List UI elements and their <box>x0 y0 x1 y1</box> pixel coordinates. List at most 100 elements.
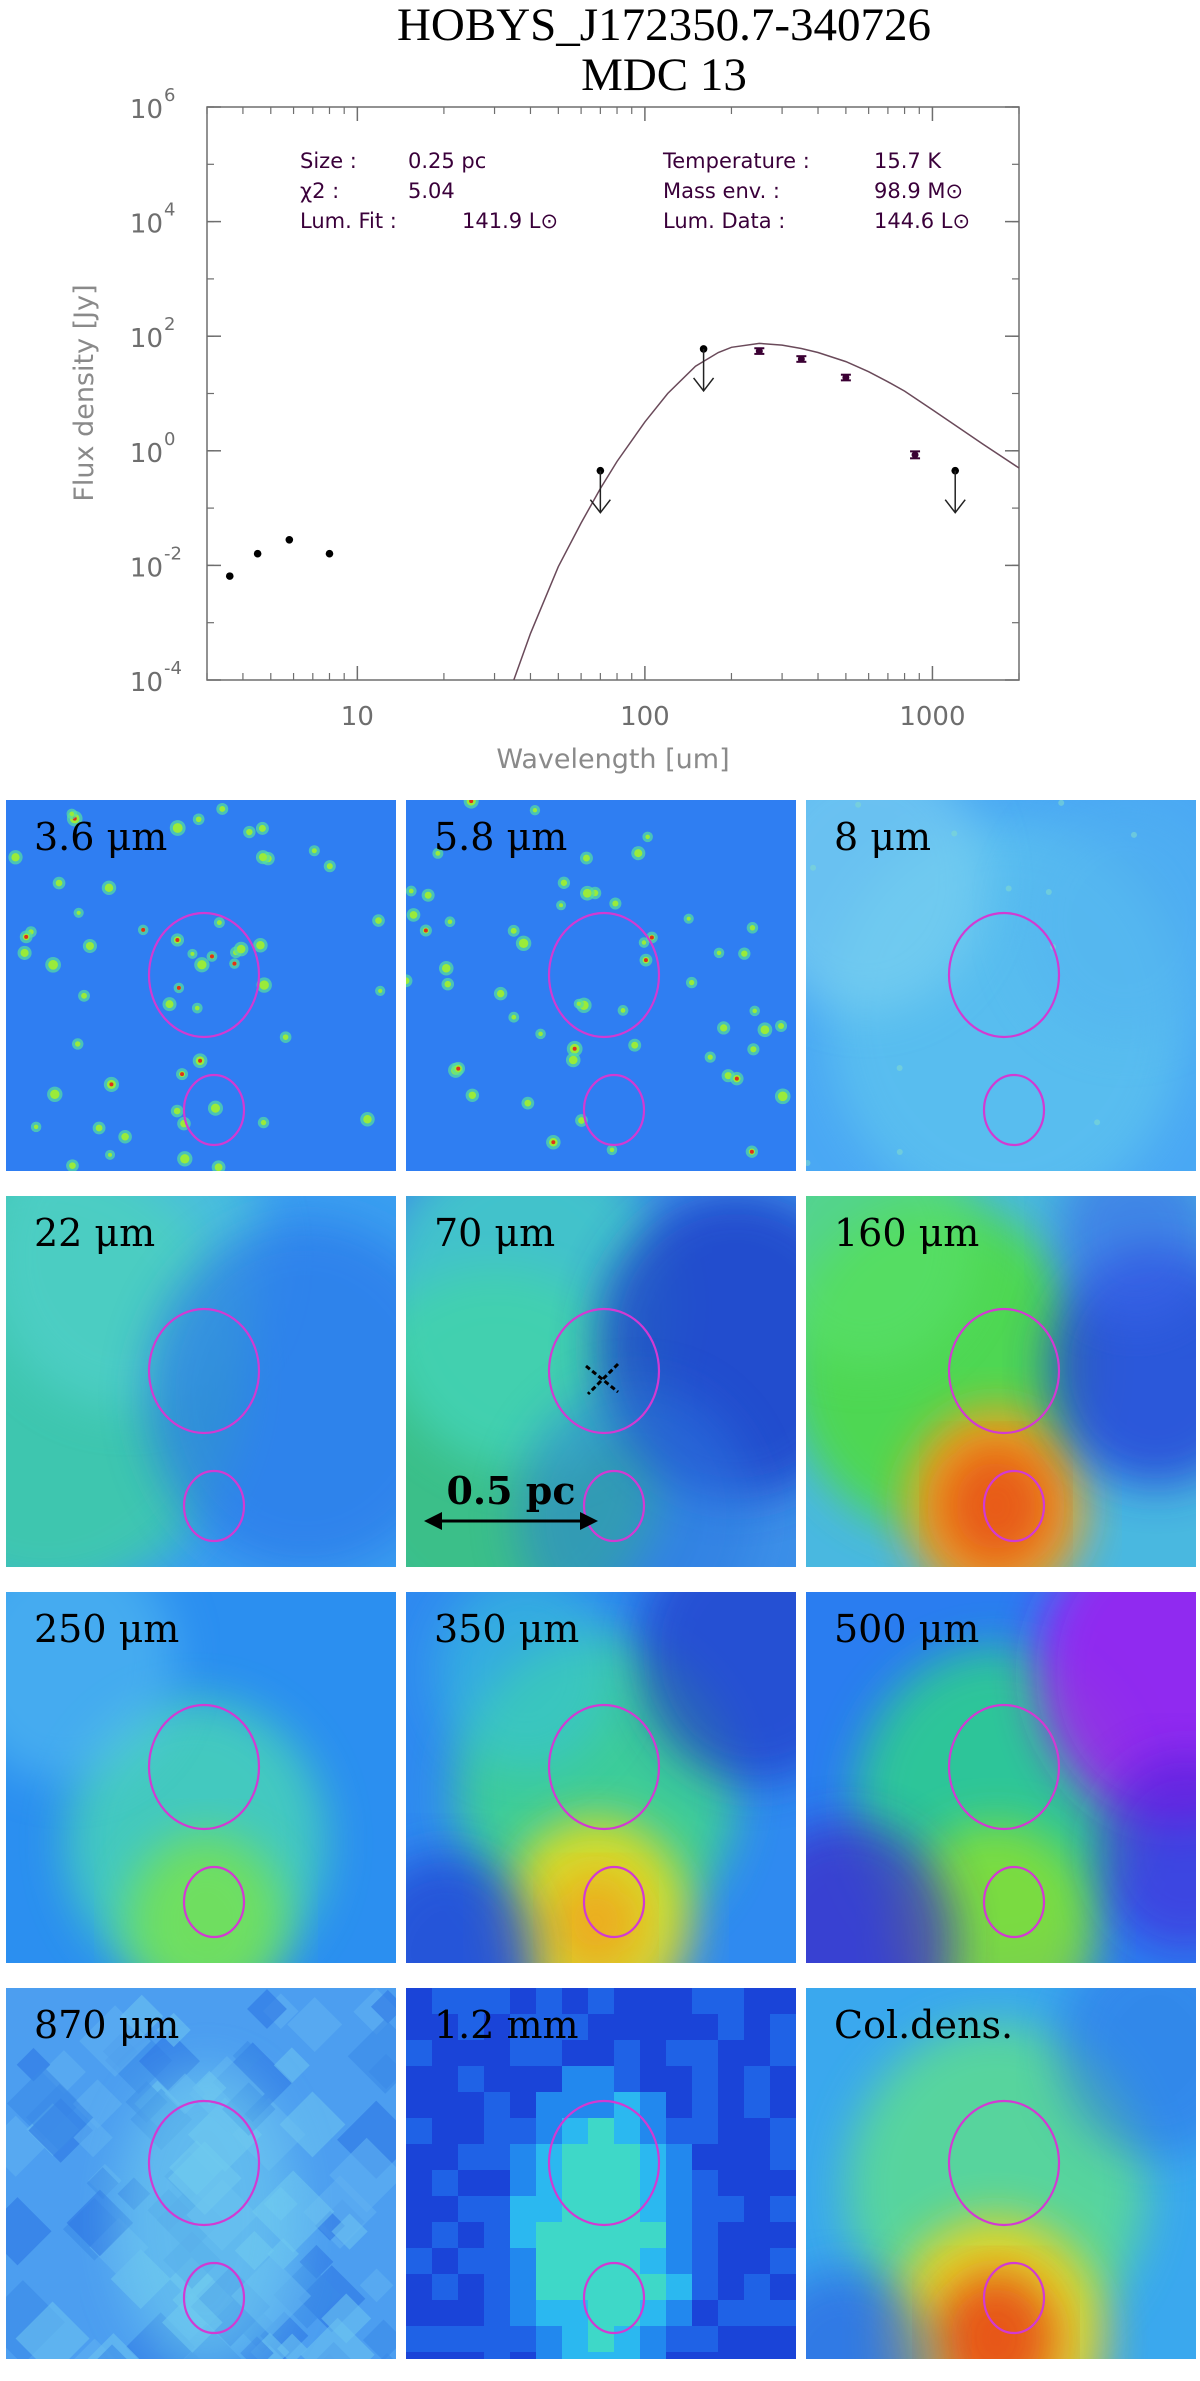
map-panel: 22 μm <box>6 1196 396 1567</box>
x-marker-icon <box>585 1362 620 1396</box>
y-tick-label: 10 -4 <box>130 658 182 698</box>
x-tick-label: 10 <box>341 702 374 732</box>
companion-ellipse <box>982 1865 1046 1939</box>
chart-title-line1: HOBYS_J172350.7-340726 <box>397 0 931 51</box>
map-panel: 500 μm <box>806 1592 1196 1963</box>
map-panel: Col.dens. <box>806 1988 1196 2359</box>
y-tick-label: 10 -2 <box>130 543 182 583</box>
info-right-label: Mass env. : <box>663 179 780 203</box>
info-right-label: Lum. Data : <box>663 209 785 233</box>
panel-label: 160 μm <box>834 1211 979 1255</box>
info-left-value: 0.25 pc <box>408 149 486 173</box>
source-ellipse <box>147 911 261 1039</box>
data-point <box>285 535 294 544</box>
source-ellipse <box>547 1703 661 1831</box>
source-ellipse <box>547 911 661 1039</box>
map-panel: 870 μm <box>6 1988 396 2359</box>
panel-label: 22 μm <box>34 1211 155 1255</box>
info-right-label: Temperature : <box>662 149 810 173</box>
x-tick-label: 100 <box>620 702 670 732</box>
map-panel: 3.6 μm <box>6 800 396 1171</box>
y-tick-label: 10 4 <box>130 200 176 240</box>
source-ellipse <box>147 1703 261 1831</box>
map-background <box>406 800 796 1171</box>
info-left-value: 5.04 <box>408 179 455 203</box>
y-tick-label: 10 6 <box>130 85 176 125</box>
info-right-value: 144.6 L⊙ <box>874 209 970 233</box>
panel-label: 250 μm <box>34 1607 179 1651</box>
info-left-label: Size : <box>300 149 357 173</box>
source-ellipse <box>547 2099 661 2227</box>
x-tick-label: 1000 <box>899 702 965 732</box>
info-right-value: 98.9 M⊙ <box>874 179 963 203</box>
source-ellipse <box>147 2099 261 2227</box>
y-tick-exponent: 0 <box>164 429 175 450</box>
y-tick-label: 10 2 <box>130 314 176 354</box>
y-tick-label: 10 0 <box>130 429 176 469</box>
source-ellipse <box>947 1307 1061 1435</box>
errorbar-point <box>796 355 807 363</box>
info-left-label: Lum. Fit : <box>300 209 397 233</box>
fit-info-box: Size : 0.25 pc χ2 : 5.04 Lum. Fit : 141.9 L⊙ T… <box>300 149 970 233</box>
map-panel: 250 μm <box>6 1592 396 1963</box>
source-ellipse <box>547 1307 661 1435</box>
sed-chart: HOBYS_J172350.7-340726 MDC 13 10 100 1000 … <box>69 0 1020 775</box>
map-panel: 350 μm <box>406 1592 796 1963</box>
info-left-label: χ2 : <box>300 179 339 203</box>
upper-limit-arrow <box>692 345 715 393</box>
x-axis-ticks: 10 100 1000 <box>206 107 1020 732</box>
companion-ellipse <box>182 1073 246 1147</box>
companion-ellipse <box>582 1073 646 1147</box>
y-tick-base: 10 <box>130 668 163 698</box>
companion-ellipse <box>982 2261 1046 2335</box>
map-panel: 5.8 μm <box>406 800 796 1171</box>
data-point <box>325 549 334 558</box>
companion-ellipse <box>582 1865 646 1939</box>
y-tick-exponent: -4 <box>164 658 182 679</box>
companion-ellipse <box>182 1469 246 1543</box>
y-axis-label: Flux density [Jy] <box>69 284 100 501</box>
panel-label: Col.dens. <box>834 2003 1013 2047</box>
panel-label: 70 μm <box>434 1211 555 1255</box>
panel-label: 870 μm <box>34 2003 179 2047</box>
y-tick-exponent: 2 <box>164 314 175 335</box>
source-ellipse <box>947 2099 1061 2227</box>
source-ellipse <box>947 1703 1061 1831</box>
info-left-value: 141.9 L⊙ <box>462 209 558 233</box>
companion-ellipse <box>582 2261 646 2335</box>
data-point <box>253 549 262 558</box>
companion-ellipse <box>182 1865 246 1939</box>
upper-limit-arrow <box>944 466 966 514</box>
panel-label: 1.2 mm <box>434 2003 579 2047</box>
upper-limit-arrow <box>589 466 611 514</box>
map-panel: 1.2 mm <box>406 1988 796 2359</box>
y-tick-base: 10 <box>130 210 163 240</box>
map-panel-grid: 3.6 μm 5.8 μm 8 μm 22 μm 70 μm 0.5 pc 160 μm 25… <box>6 800 1196 2359</box>
info-right-value: 15.7 K <box>874 149 942 173</box>
map-panel: 160 μm <box>806 1196 1196 1567</box>
errorbar-point <box>754 347 765 355</box>
map-panel: 70 μm 0.5 pc <box>406 1196 796 1567</box>
panel-label: 8 μm <box>834 815 931 859</box>
scale-bar-label: 0.5 pc <box>446 1468 575 1513</box>
companion-ellipse <box>982 1073 1046 1147</box>
y-tick-base: 10 <box>130 439 163 469</box>
panel-label: 350 μm <box>434 1607 579 1651</box>
y-tick-exponent: 4 <box>164 200 175 221</box>
panel-label: 3.6 μm <box>34 815 167 859</box>
companion-ellipse <box>182 2261 246 2335</box>
companion-ellipse <box>982 1469 1046 1543</box>
y-tick-base: 10 <box>130 324 163 354</box>
source-ellipse <box>147 1307 261 1435</box>
sed-model-curve <box>513 342 1020 681</box>
companion-ellipse <box>582 1469 646 1543</box>
y-tick-exponent: -2 <box>164 543 182 564</box>
errorbar-point <box>840 373 851 382</box>
errorbar-point <box>910 450 921 460</box>
y-tick-base: 10 <box>130 553 163 583</box>
panel-label: 500 μm <box>834 1607 979 1651</box>
y-tick-base: 10 <box>130 95 163 125</box>
data-point <box>225 572 234 580</box>
panel-label: 5.8 μm <box>434 815 567 859</box>
source-ellipse <box>947 911 1061 1039</box>
